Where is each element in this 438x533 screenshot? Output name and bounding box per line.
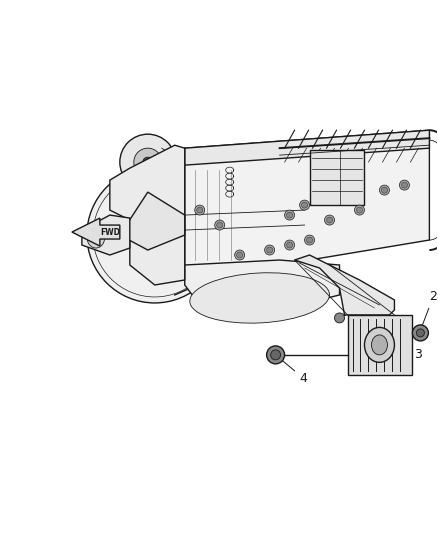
Circle shape: [402, 182, 407, 188]
Circle shape: [147, 227, 163, 243]
Circle shape: [379, 185, 389, 195]
Polygon shape: [185, 260, 339, 310]
Polygon shape: [347, 315, 413, 375]
Polygon shape: [110, 145, 185, 285]
Polygon shape: [82, 215, 130, 255]
Ellipse shape: [190, 273, 329, 323]
Circle shape: [267, 346, 285, 364]
Polygon shape: [72, 218, 120, 246]
Circle shape: [271, 350, 281, 360]
Circle shape: [218, 206, 261, 250]
Circle shape: [227, 215, 253, 241]
Circle shape: [354, 205, 364, 215]
Circle shape: [137, 217, 173, 253]
Circle shape: [195, 205, 205, 215]
Bar: [310, 150, 364, 205]
Text: 2: 2: [420, 290, 437, 330]
Circle shape: [285, 240, 295, 250]
Circle shape: [286, 212, 293, 218]
Ellipse shape: [87, 226, 105, 248]
Circle shape: [285, 210, 295, 220]
Circle shape: [217, 222, 223, 228]
Circle shape: [381, 187, 388, 193]
Circle shape: [87, 167, 223, 303]
Circle shape: [399, 180, 410, 190]
Polygon shape: [295, 255, 395, 315]
Circle shape: [307, 237, 313, 243]
Polygon shape: [185, 130, 429, 165]
Text: 4: 4: [278, 357, 307, 385]
Circle shape: [265, 245, 275, 255]
Circle shape: [143, 157, 153, 167]
Circle shape: [302, 202, 307, 208]
Text: 3: 3: [382, 345, 422, 361]
Circle shape: [335, 313, 345, 323]
Circle shape: [127, 207, 183, 263]
Circle shape: [417, 329, 424, 337]
Circle shape: [304, 235, 314, 245]
Circle shape: [413, 325, 428, 341]
Circle shape: [134, 148, 162, 176]
Circle shape: [357, 207, 363, 213]
Circle shape: [267, 247, 272, 253]
Circle shape: [327, 217, 332, 223]
Circle shape: [325, 215, 335, 225]
Circle shape: [237, 252, 243, 258]
Circle shape: [300, 200, 310, 210]
Circle shape: [233, 222, 246, 234]
Circle shape: [235, 250, 245, 260]
Text: FWD: FWD: [100, 228, 120, 237]
Circle shape: [192, 180, 288, 276]
Text: 1: 1: [342, 298, 372, 317]
Circle shape: [215, 220, 225, 230]
Ellipse shape: [364, 327, 395, 362]
Polygon shape: [120, 192, 185, 250]
Circle shape: [120, 134, 176, 190]
Circle shape: [286, 242, 293, 248]
Circle shape: [197, 207, 203, 213]
Polygon shape: [185, 130, 429, 275]
Ellipse shape: [371, 335, 388, 355]
